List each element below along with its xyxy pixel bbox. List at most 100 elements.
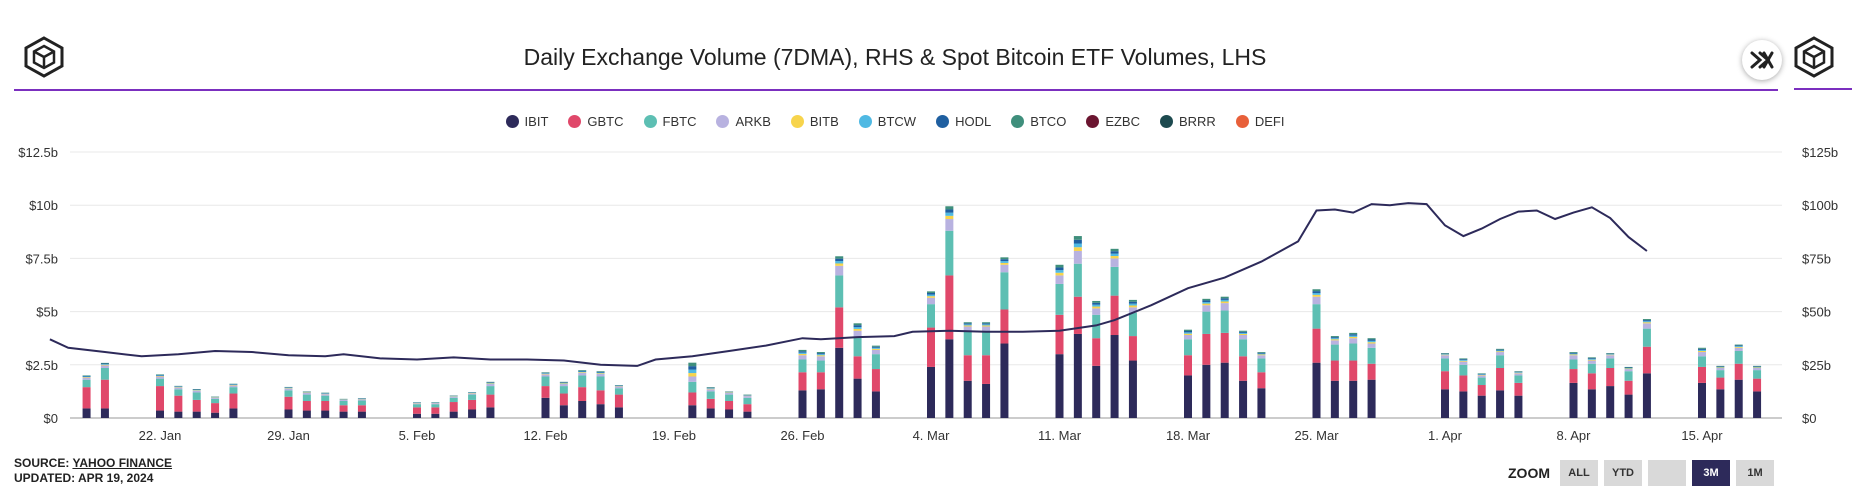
bar-segment-ibit [1184,375,1192,418]
close-button[interactable] [1742,40,1782,80]
bar-segment-arkb [798,355,807,360]
bar-segment-fbtc [100,367,109,380]
bar-segment-ibit [468,409,477,418]
legend-item-defi[interactable]: DEFI [1235,114,1284,129]
bar-segment-arkb [927,297,935,305]
bar-segment-arkb [725,392,734,395]
source-link[interactable]: YAHOO FINANCE [72,456,173,470]
bar-segment-other [82,375,91,377]
bar-segment-gbtc [1330,360,1339,381]
zoom-ytd-button[interactable]: YTD [1604,460,1642,486]
bar-segment-fbtc [945,230,954,276]
bar-segment-other [1349,334,1358,336]
bar-segment-arkb [1569,355,1578,360]
bar-segment-arkb [1606,355,1615,359]
zoom-1m-button[interactable]: 1M [1736,460,1774,486]
bar-segment-gbtc [1312,328,1321,363]
legend-label: GBTC [587,114,624,129]
bar-segment-arkb [1441,355,1449,359]
legend-item-brrr[interactable]: BRRR [1159,114,1216,129]
bar-segment-gbtc [357,405,366,412]
bar-segment-other [816,354,825,356]
bar-segment-fbtc [927,304,935,328]
bar-segment-fbtc [1716,370,1725,378]
bar-segment-other [1184,329,1192,332]
bar-segment-gbtc [302,400,311,411]
bar-segment-other [688,366,697,370]
bar-segment-fbtc [449,397,458,403]
bar-segment-gbtc [449,402,458,412]
legend-item-bitb[interactable]: BITB [790,114,839,129]
bar-segment-gbtc [1734,363,1743,380]
legend-item-hodl[interactable]: HODL [936,114,991,129]
bar-segment-ibit [835,347,844,418]
bar-segment-gbtc [156,386,164,411]
legend-item-arkb[interactable]: ARKB [716,114,771,129]
bar-segment-other [1459,358,1468,360]
bar-segment-arkb [871,349,880,355]
legend-item-ezbc[interactable]: EZBC [1086,114,1140,129]
bar-segment-other [853,325,862,328]
bar-segment-gbtc [284,396,293,410]
bar-segment-fbtc [559,386,568,394]
legend-item-gbtc[interactable]: GBTC [568,114,624,129]
legend-dot [716,115,730,128]
legend-item-ibit[interactable]: IBIT [505,114,548,129]
bar-segment-other [1239,330,1248,332]
bar-segment-fbtc [1128,312,1137,337]
bar-segment-other [816,355,825,357]
bar-segment-other [1624,367,1633,368]
bar-segment-arkb [1220,303,1229,311]
bar-segment-other [1239,333,1248,336]
zoom-3m-button[interactable]: 3M [1692,460,1730,486]
bar-segment-fbtc [1220,310,1229,333]
bar-segment-gbtc [1624,380,1633,395]
bar-segment-arkb [302,392,311,395]
bar-segment-gbtc [1073,296,1082,334]
legend-item-btcw[interactable]: BTCW [858,114,916,129]
bar-segment-other [1330,338,1339,340]
legend-item-fbtc[interactable]: FBTC [643,114,696,129]
bar-segment-arkb [1312,296,1321,305]
bar-segment-gbtc [1459,375,1468,392]
zoom-blank-button[interactable] [1648,460,1686,486]
zoom-all-button[interactable]: ALL [1560,460,1598,486]
bar-segment-other [1257,352,1266,354]
bar-segment-fbtc [431,404,440,408]
bar-segment-other [1257,353,1266,355]
bar-segment-gbtc [835,307,844,348]
bar-segment-other [1569,354,1578,356]
bar-segment-other [1753,366,1762,367]
legend-label: HODL [955,114,992,129]
bar-segment-gbtc [1642,346,1651,374]
bar-segment-other [1642,320,1651,322]
bar-segment-fbtc [357,400,366,406]
bar-segment-other [1514,372,1523,373]
chart-title: Daily Exchange Volume (7DMA), RHS & Spot… [523,44,1267,70]
bar-segment-arkb [1110,258,1119,267]
bar-segment-arkb [614,386,623,389]
bar-segment-gbtc [1055,314,1064,355]
bar-segment-other [927,292,935,295]
legend-item-btco[interactable]: BTCO [1011,114,1066,129]
bar-segment-other [1073,247,1082,251]
bar-segment-gbtc [192,399,201,412]
bar-segment-other [853,328,862,331]
bar-segment-other [1496,350,1505,352]
bar-segment-other [1734,344,1743,346]
bar-segment-other [486,381,495,383]
bar-segment-fbtc [174,389,183,396]
x-tick: 8. Apr [1557,428,1592,443]
legend-dot [1011,115,1025,128]
title-divider-right [1794,88,1852,90]
bar-segment-other [578,370,587,371]
bar-segment-fbtc [1514,375,1523,383]
bar-segment-ibit [156,410,164,418]
bar-segment-other [596,371,605,372]
bar-segment-other [578,370,587,372]
bar-segment-arkb [1716,367,1725,371]
bar-segment-other [1606,353,1615,355]
bar-segment-ibit [559,405,568,418]
bar-segment-other [1220,296,1229,299]
bar-segment-ibit [1753,391,1762,418]
